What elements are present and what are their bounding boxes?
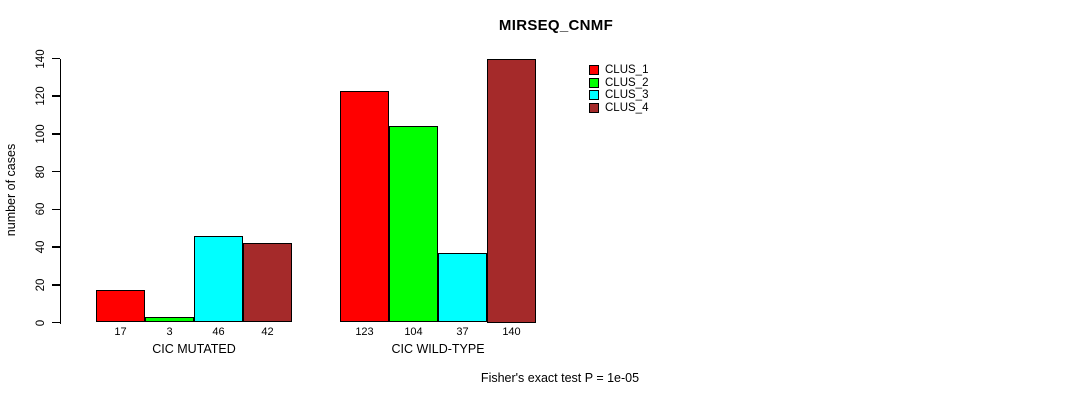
y-axis-tick <box>51 170 60 173</box>
bar-value-label: 37 <box>456 326 469 338</box>
bar-value-label: 42 <box>261 326 274 338</box>
y-axis-tick-label: 140 <box>35 48 47 69</box>
legend-label: CLUS_4 <box>605 101 649 114</box>
y-axis-label: number of cases <box>4 143 18 237</box>
bar-value-label: 46 <box>212 326 225 338</box>
chart-title: MIRSEQ_CNMF <box>498 17 614 34</box>
bar <box>340 90 389 323</box>
legend-label: CLUS_2 <box>605 76 649 89</box>
bar <box>243 243 292 323</box>
y-axis-tick-label: 0 <box>35 319 47 326</box>
bar-value-label: 123 <box>355 326 374 338</box>
bar <box>145 316 194 323</box>
x-axis-group-label: CIC WILD-TYPE <box>391 342 485 356</box>
y-axis-tick <box>51 133 60 135</box>
y-axis-tick-label: 80 <box>35 165 47 179</box>
x-axis-group-label: CIC MUTATED <box>152 342 236 356</box>
legend-swatch <box>589 77 599 88</box>
legend-label: CLUS_3 <box>605 89 649 102</box>
legend-swatch <box>589 102 599 113</box>
bar <box>389 126 438 323</box>
stat-annotation: Fisher's exact test P = 1e-05 <box>480 371 640 385</box>
legend-swatch <box>589 90 599 101</box>
y-axis-tick-label: 100 <box>35 124 47 144</box>
bar-value-label: 104 <box>404 326 423 338</box>
bar-value-label: 140 <box>502 326 521 338</box>
y-axis-tick <box>51 284 60 286</box>
y-axis-tick-label: 60 <box>35 202 47 216</box>
y-axis-tick-label: 40 <box>35 240 47 254</box>
bar-value-label: 17 <box>114 326 127 338</box>
y-axis-tick <box>51 246 60 248</box>
y-axis-tick <box>51 321 60 324</box>
legend-swatch <box>589 65 599 75</box>
y-axis-tick <box>51 208 60 211</box>
bar <box>487 58 536 323</box>
y-axis-tick-label: 20 <box>35 278 47 292</box>
bar-value-label: 3 <box>166 326 173 338</box>
y-axis-tick <box>51 95 60 97</box>
y-axis-tick <box>51 57 60 60</box>
legend-label: CLUS_1 <box>605 64 649 76</box>
y-axis-line <box>59 58 61 324</box>
bar <box>438 252 487 323</box>
y-axis-tick-label: 120 <box>35 86 47 106</box>
bar <box>96 290 145 323</box>
bar <box>194 235 243 323</box>
